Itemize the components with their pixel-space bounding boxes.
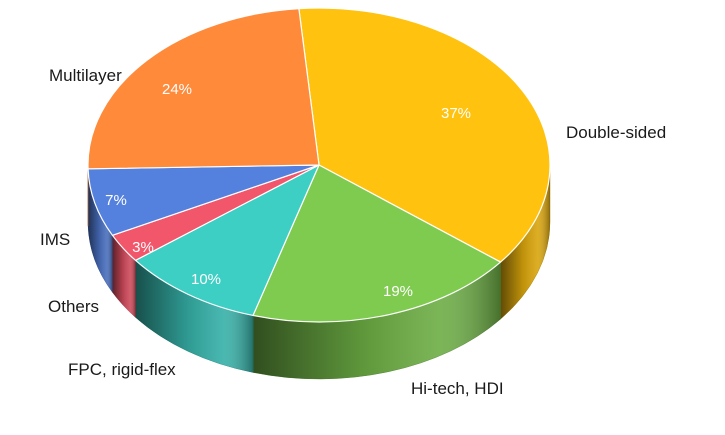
pie-side-ims-shade bbox=[88, 168, 113, 293]
pie-side-hi-tech-hdi-shade bbox=[253, 262, 501, 379]
pct-label-others: 3% bbox=[132, 239, 154, 256]
pct-label-hi-tech-hdi: 19% bbox=[383, 283, 413, 300]
pie-slice-ims bbox=[87, 164, 320, 236]
pie-slice-multilayer bbox=[87, 7, 320, 170]
pie-labels: 37% 19% 10% 3% 7% 24% Double-sided Hi-tech, HDI… bbox=[40, 66, 666, 398]
pie-side-fpc-rigid-flex-shade bbox=[135, 260, 254, 373]
pct-label-ims: 7% bbox=[105, 192, 127, 209]
pie-slice-hi-tech-hdi bbox=[252, 164, 502, 323]
category-label-double-sided: Double-sided bbox=[566, 123, 666, 142]
pie-slice-double-sided bbox=[298, 7, 551, 263]
category-label-hi-tech-hdi: Hi-tech, HDI bbox=[411, 379, 504, 398]
pie-sides bbox=[87, 164, 551, 380]
pie-slice-fpc-rigid-flex bbox=[134, 164, 320, 317]
pie-side-double-sided-shade bbox=[500, 165, 550, 320]
category-label-multilayer: Multilayer bbox=[49, 66, 122, 85]
pct-label-double-sided: 37% bbox=[441, 105, 471, 122]
pct-label-fpc-rigid-flex: 10% bbox=[191, 271, 221, 288]
category-label-ims: IMS bbox=[40, 230, 70, 249]
category-label-others: Others bbox=[48, 297, 99, 316]
pie-top bbox=[87, 7, 551, 323]
pct-label-multilayer: 24% bbox=[162, 81, 192, 98]
category-label-fpc-rigid-flex: FPC, rigid-flex bbox=[68, 360, 176, 379]
